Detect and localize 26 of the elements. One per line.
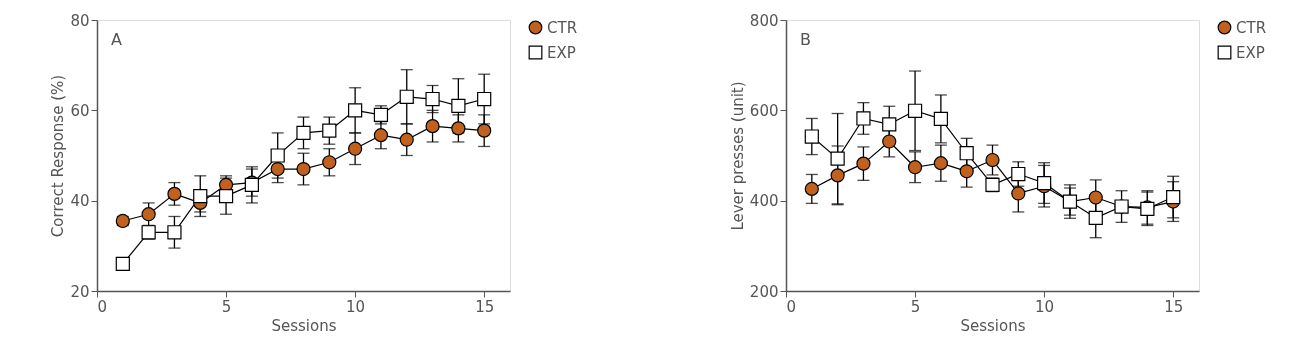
legend-label: CTR — [1236, 18, 1267, 37]
x-tick-label: 0 — [97, 297, 108, 316]
y-axis-title: Lever presses (unit) — [728, 81, 747, 231]
annotation: A — [111, 30, 122, 49]
annotation: B — [800, 30, 811, 49]
y-tick-label: 200 — [749, 282, 779, 301]
x-axis-title: Sessions — [271, 316, 337, 335]
x-tick-label: 10 — [346, 297, 366, 316]
y-tick-label: 60 — [70, 101, 90, 120]
y-tick-label: 800 — [749, 11, 779, 30]
y-tick-label: 20 — [70, 282, 90, 301]
x-tick-label: 15 — [475, 297, 495, 316]
x-tick-label: 5 — [221, 297, 232, 316]
y-axis-title: Correct Response (%) — [49, 74, 68, 238]
x-axis-title: Sessions — [960, 316, 1026, 335]
x-tick-label: 10 — [1035, 297, 1055, 316]
legend-label: EXP — [1236, 43, 1265, 62]
legend-label: EXP — [547, 43, 576, 62]
x-tick-label: 5 — [910, 297, 921, 316]
y-tick-label: 400 — [749, 192, 779, 211]
y-tick-label: 40 — [70, 192, 90, 211]
y-tick-label: 80 — [70, 11, 90, 30]
x-tick-label: 0 — [786, 297, 797, 316]
legend-label: CTR — [547, 18, 578, 37]
y-tick-label: 600 — [749, 101, 779, 120]
x-tick-label: 15 — [1164, 297, 1184, 316]
